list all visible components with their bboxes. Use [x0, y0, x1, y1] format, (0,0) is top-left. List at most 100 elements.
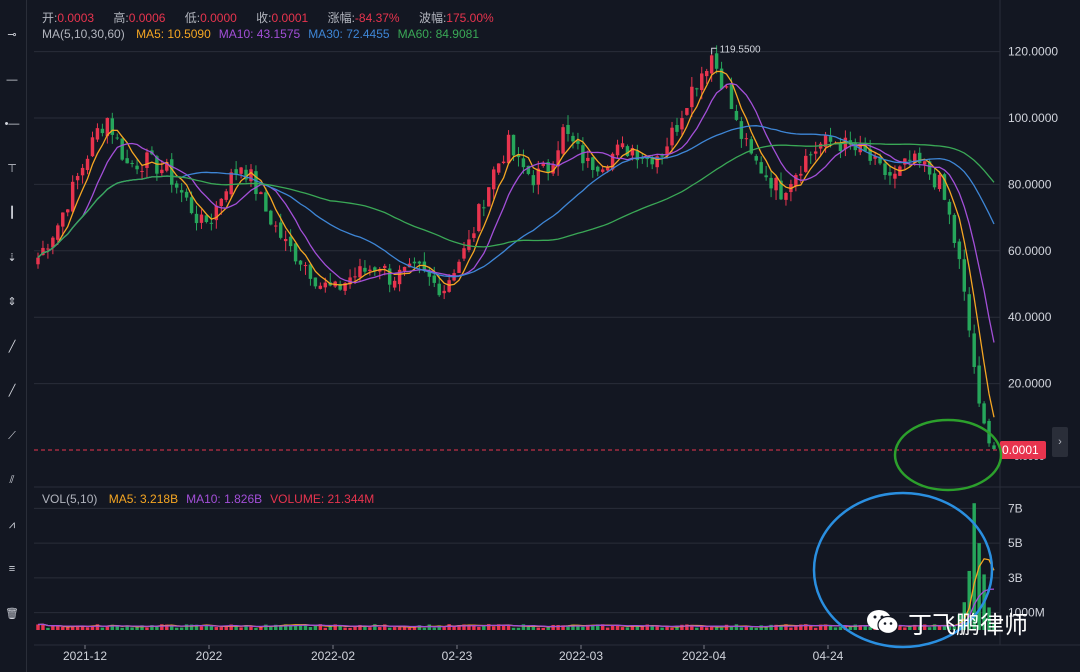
- volume-bar: [184, 624, 189, 630]
- volume-bar: [318, 624, 323, 630]
- candle-body: [41, 247, 45, 256]
- open-value: 0.0003: [57, 11, 95, 25]
- candle-body: [823, 135, 828, 147]
- volume-bar: [908, 626, 912, 630]
- volume-bar: [937, 624, 942, 630]
- candle-body: [566, 124, 570, 134]
- range-value: 175.00%: [446, 11, 494, 25]
- candle-body: [373, 267, 377, 271]
- candle-body: [813, 151, 818, 154]
- volume-bar: [581, 626, 585, 630]
- parallel-channel-icon[interactable]: ⫽: [9, 474, 15, 486]
- price-tick-label: 40.0000: [1008, 310, 1052, 324]
- volume-bar: [165, 624, 169, 630]
- volume-bar: [932, 624, 937, 630]
- crosshair-icon[interactable]: ⊸: [7, 29, 17, 41]
- pitchfork-icon[interactable]: ⩘: [8, 518, 16, 531]
- candle-body: [878, 157, 882, 164]
- volume-bar: [387, 627, 392, 630]
- candle-body: [437, 283, 441, 296]
- candle-body: [477, 204, 481, 232]
- volume-bar: [809, 626, 813, 630]
- time-tick-label: 2022-02: [311, 649, 355, 663]
- candle-body: [714, 53, 719, 69]
- last-price-label: 0.0001: [1002, 443, 1039, 457]
- volume-bar: [41, 624, 45, 630]
- candle-body: [809, 154, 813, 156]
- volume-bar: [863, 625, 867, 630]
- ma-legend-item-1: MA10: 43.1575: [218, 27, 301, 41]
- vertical-line-icon[interactable]: ┃: [8, 207, 16, 219]
- candle-body: [799, 173, 803, 176]
- volume-bar: [437, 625, 441, 630]
- volume-bar: [615, 625, 620, 630]
- candle-body: [442, 290, 446, 294]
- volume-bar: [650, 626, 654, 630]
- high-marker: [711, 47, 717, 55]
- volume-bar: [383, 624, 387, 630]
- extended-line-icon[interactable]: ⟋: [8, 429, 16, 442]
- candle-body: [56, 225, 60, 240]
- volume-bar: [80, 625, 85, 630]
- trend-line-icon[interactable]: ╱: [8, 340, 16, 353]
- blue-circle-annotation: [812, 491, 994, 649]
- volume-bar: [333, 624, 337, 630]
- candle-body: [655, 156, 659, 168]
- volume-bar: [70, 626, 75, 630]
- candle-body: [174, 183, 179, 188]
- candle-body: [264, 192, 268, 212]
- time-tick-label: 2022-04: [682, 649, 726, 663]
- candle-body: [591, 157, 595, 170]
- scroll-right-button[interactable]: ›: [1052, 427, 1068, 457]
- candle-body: [115, 137, 119, 139]
- price-label-icon[interactable]: ⊤: [7, 162, 17, 175]
- volume-bar: [85, 627, 90, 630]
- volume-bar: [56, 625, 60, 630]
- volume-legend-item-0: MA5: 3.218B: [108, 492, 179, 506]
- candle-body: [496, 163, 501, 173]
- candle-body: [868, 149, 872, 161]
- candle-body: [244, 169, 248, 180]
- range-label: 波幅:: [418, 11, 447, 25]
- volume-bar: [942, 626, 947, 630]
- horizontal-ray-icon[interactable]: •—: [4, 118, 20, 130]
- candle-body: [46, 248, 50, 250]
- trash-icon[interactable]: 🗑: [5, 607, 19, 620]
- volume-bar: [457, 625, 461, 630]
- volume-bar: [229, 624, 233, 630]
- volume-bar: [392, 627, 397, 630]
- volume-bar: [174, 627, 179, 630]
- candle-body: [259, 192, 263, 195]
- close-value: 0.0001: [271, 11, 309, 25]
- volume-bar: [853, 624, 858, 630]
- candle-body: [487, 187, 491, 207]
- vertical-range-icon[interactable]: ⇕: [7, 296, 17, 308]
- candle-body: [754, 156, 758, 161]
- volume-bar: [46, 627, 50, 630]
- horizontal-line-icon[interactable]: —: [6, 73, 18, 86]
- ray-icon[interactable]: ╱: [8, 385, 16, 397]
- candle-body: [541, 163, 545, 166]
- volume-bar: [868, 627, 872, 630]
- volume-ma5-line: [37, 558, 995, 628]
- high-annotation: 119.5500: [720, 44, 761, 55]
- candle-body: [838, 144, 843, 152]
- volume-bar: [209, 626, 214, 630]
- candle-body: [521, 158, 526, 168]
- candle-body: [199, 214, 204, 223]
- candle-body: [348, 277, 352, 285]
- candle-body: [734, 110, 739, 120]
- volume-bar: [224, 626, 228, 630]
- volume-bar: [813, 627, 818, 630]
- volume-bar: [412, 626, 417, 630]
- price-tick-label: 80.0000: [1008, 177, 1052, 191]
- candle-body: [516, 154, 521, 158]
- time-tick-label: 2021-12: [63, 649, 107, 663]
- candle-body: [695, 88, 699, 90]
- fib-retracement-icon[interactable]: ≡: [8, 563, 16, 575]
- volume-bar: [719, 627, 724, 630]
- candle-body: [749, 139, 754, 154]
- volume-bar: [957, 614, 962, 630]
- vertical-segment-icon[interactable]: ⇣: [7, 251, 17, 264]
- candle-body: [427, 271, 432, 277]
